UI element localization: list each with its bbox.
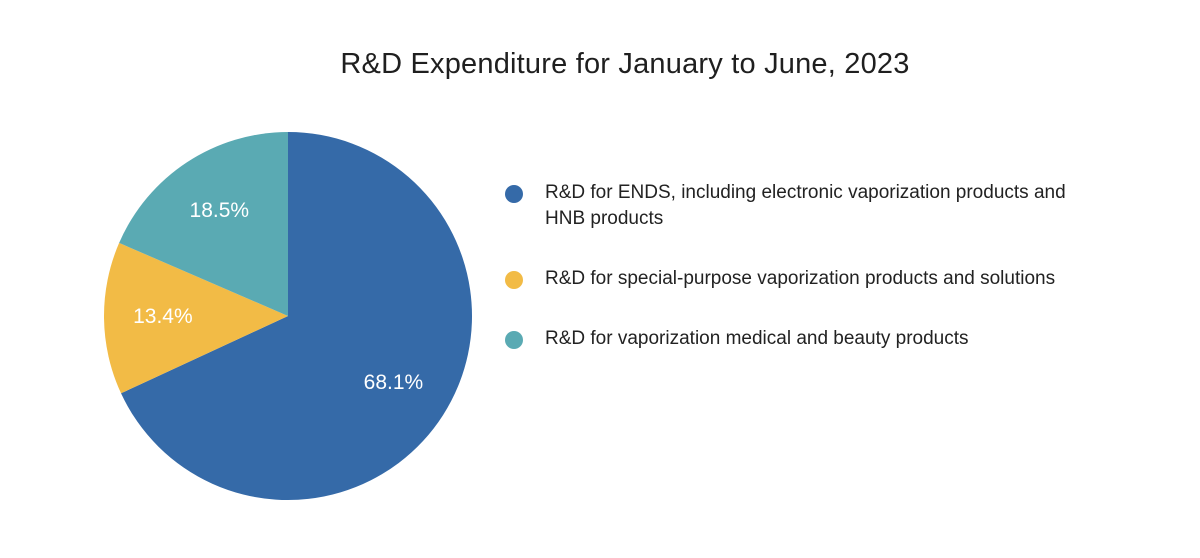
slice-label-medical-beauty: 18.5% bbox=[190, 199, 250, 222]
chart-title: R&D Expenditure for January to June, 202… bbox=[340, 48, 910, 80]
pie-labels: 68.1% 13.4% 18.5% bbox=[133, 199, 423, 394]
legend-swatch-special-purpose bbox=[505, 271, 523, 289]
legend-label-ends: R&D for ENDS, including electronic vapor… bbox=[545, 182, 1066, 229]
pie-slice-ends bbox=[121, 132, 472, 500]
pie-slice-special-purpose bbox=[104, 242, 288, 394]
slice-label-special-purpose: 13.4% bbox=[133, 305, 193, 328]
legend-item-special-purpose: R&D for special-purpose vaporization pro… bbox=[505, 266, 1145, 292]
legend-swatch-medical-beauty bbox=[505, 331, 523, 349]
legend-item-medical-beauty: R&D for vaporization medical and beauty … bbox=[505, 326, 1145, 352]
pie-slice-medical-beauty bbox=[119, 132, 288, 316]
legend: R&D for ENDS, including electronic vapor… bbox=[505, 180, 1145, 352]
legend-label-medical-beauty: R&D for vaporization medical and beauty … bbox=[545, 328, 969, 349]
slice-label-ends: 68.1% bbox=[364, 371, 424, 394]
legend-label-special-purpose: R&D for special-purpose vaporization pro… bbox=[545, 268, 1056, 289]
legend-swatch-ends bbox=[505, 185, 523, 203]
legend-item-ends: R&D for ENDS, including electronic vapor… bbox=[505, 180, 1145, 232]
pie-slices bbox=[104, 132, 472, 500]
